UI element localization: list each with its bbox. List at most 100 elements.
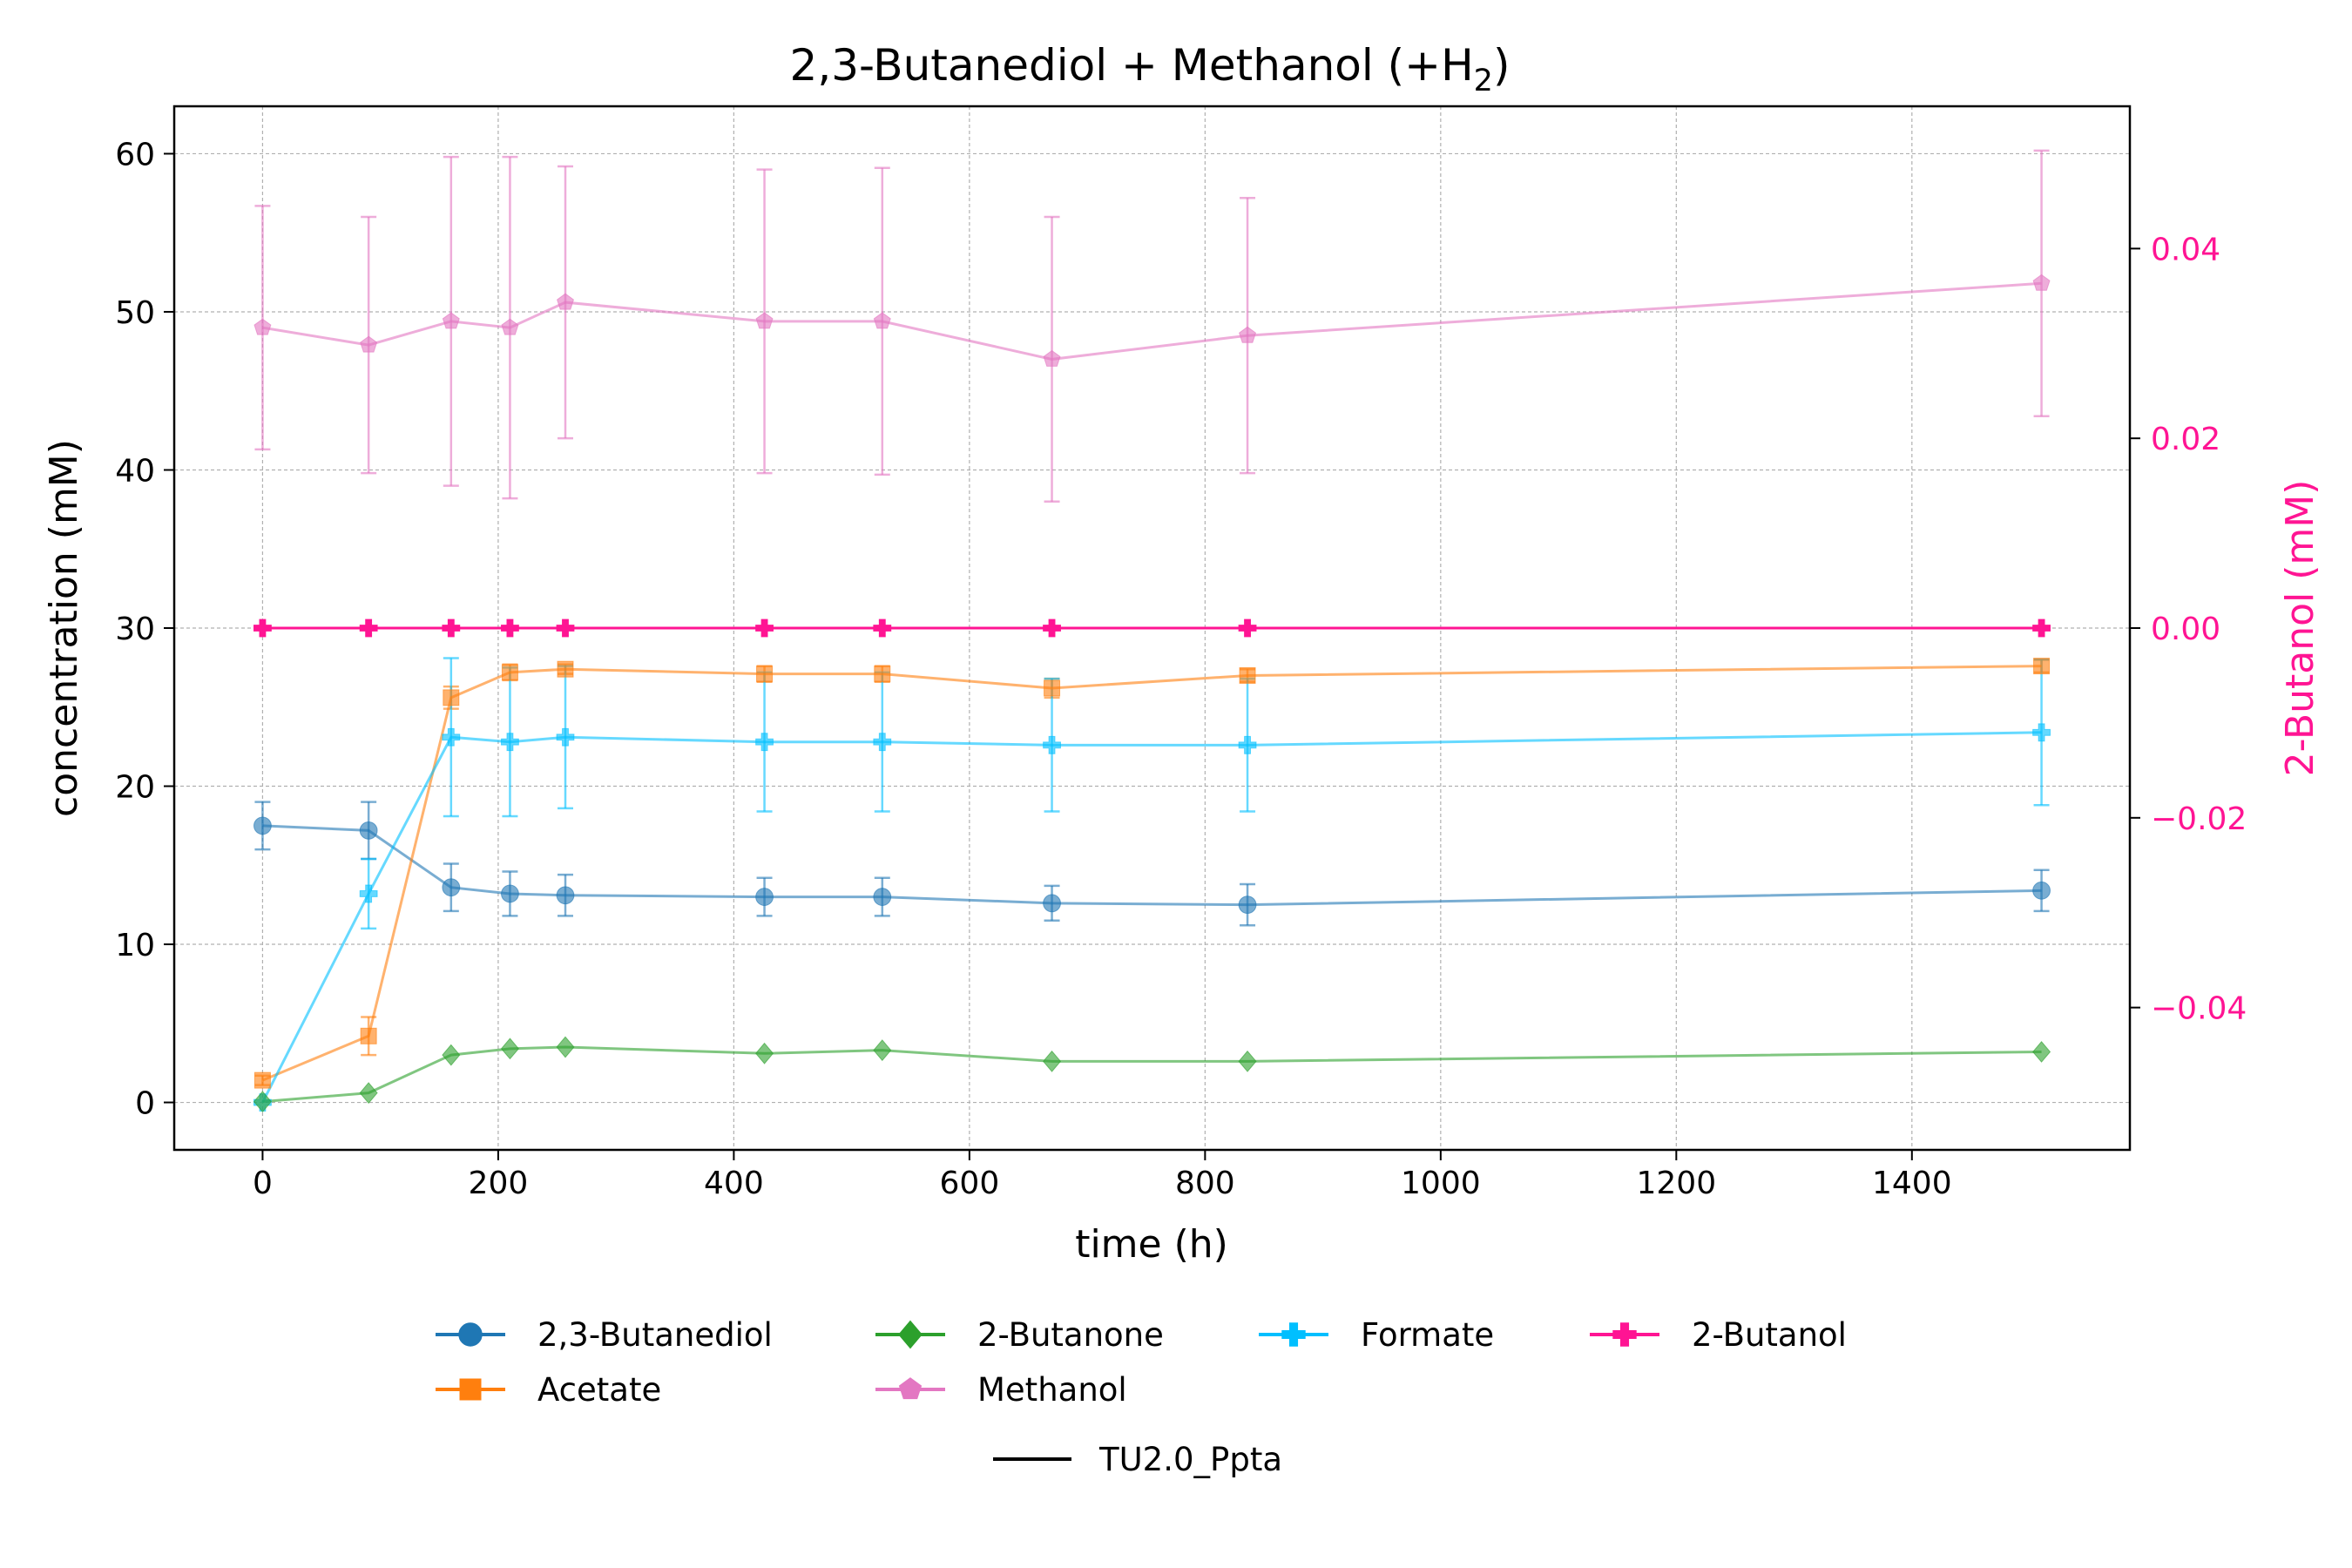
2-butanone-point [1238,1050,1257,1072]
legend-formate-marker [1281,1322,1306,1347]
2-3-butanediol-point [359,821,378,840]
y-tick-label: 30 [115,612,155,647]
methanol-point [442,312,460,329]
methanol-point [1239,326,1257,343]
2-3-butanediol-point [755,888,774,906]
2-butanone-point [500,1037,519,1060]
acetate-point [557,660,574,678]
formate-point [1238,735,1257,754]
acetate-point [360,1027,377,1044]
x-tick-label: 1200 [1637,1166,1717,1201]
legend-2-butanol-marker [1612,1322,1637,1347]
legend-2-butanol-label: 2-Butanol [1692,1316,1847,1354]
acetate-point [756,666,774,683]
2-butanol-point [359,618,378,638]
chart-title-subscript: 2 [1474,64,1493,98]
y-axis-ticks: 0 10 20 30 40 50 60 [115,137,174,1122]
legend-formate-label: Formate [1361,1316,1494,1354]
methanol-point [501,318,519,335]
2-butanol-point [1238,618,1257,638]
formate-line [261,731,2042,1104]
formate-point [501,733,519,752]
legend-2-3-butanediol-label: 2,3-Butanediol [537,1316,773,1354]
legend-acetate-marker [459,1378,482,1401]
y2-tick-label: 0.02 [2151,422,2220,457]
x-axis-label: time (h) [1075,1222,1228,1267]
y2-tick-label: −0.02 [2151,801,2247,837]
2-butanol-point [873,618,892,638]
2-butanol-point [755,618,774,638]
legend-methanol-marker [898,1377,923,1400]
formate-point [1043,735,1061,754]
acetate-point [1239,666,1256,684]
2-butanol-point [556,618,575,638]
2-butanone-point [873,1039,892,1062]
x-tick-label: 0 [253,1166,273,1201]
formate-point [359,884,378,903]
methanol-point [556,293,575,310]
chart-title: 2,3-Butanediol + Methanol (+H2) [790,40,1511,98]
2-butanol-point [442,618,461,638]
2-butanone-point [2032,1040,2051,1063]
2-butanone-point [1042,1050,1062,1072]
methanol-point [2032,274,2051,291]
legend: 2,3-Butanediol Acetate 2-Butanone Methanol F… [436,1316,1847,1478]
acetate-point [501,664,518,681]
acetate-point [253,1071,271,1089]
2-3-butanediol-point [556,886,575,905]
y-tick-label: 50 [115,295,155,331]
y2-axis-ticks: −0.04 −0.02 0.00 0.02 0.04 [2130,232,2247,1027]
x-tick-label: 800 [1175,1166,1235,1201]
2-butanone-point [556,1036,575,1058]
formate-point [442,727,461,747]
2-butanol-point [501,618,519,638]
legend-2-butanone-marker [898,1320,923,1349]
series-lines [261,281,2042,1104]
x-tick-label: 600 [940,1166,1000,1201]
2-3-butanediol-point [873,888,892,906]
acetate-point [2033,658,2051,675]
2-3-butanediol-point [253,816,272,835]
y-tick-label: 20 [115,770,155,806]
y2-tick-label: 0.04 [2151,232,2220,267]
series-markers [253,274,2051,1113]
methanol-line [262,281,2042,361]
chart-title-suffix: ) [1493,40,1511,91]
2-3-butanediol-point [442,878,461,897]
legend-2-3-butanediol-marker [458,1322,483,1347]
formate-point [2032,723,2051,742]
y-tick-label: 10 [115,928,155,963]
2-3-butanediol-point [2032,881,2051,900]
error-bars [254,149,2050,1086]
x-tick-label: 400 [704,1166,764,1201]
x-axis-ticks: 0 200 400 600 800 1000 1200 1400 [253,1150,1952,1201]
methanol-point [755,312,774,329]
2-butanone-point [755,1042,774,1064]
y-tick-label: 60 [115,137,155,172]
acetate-point [1044,679,1061,697]
formate-point [873,733,892,752]
2-butanone-line [262,1045,2042,1104]
2-butanone-point [253,1091,272,1113]
legend-2-butanone-label: 2-Butanone [977,1316,1164,1354]
2-3-butanediol-point [1238,896,1257,915]
2-butanol-point [1043,618,1061,638]
x-tick-label: 200 [469,1166,529,1201]
2-butanone-point [359,1082,378,1105]
y2-tick-label: −0.04 [2151,991,2247,1027]
2-3-butanediol-point [501,884,519,903]
acetate-point [443,689,460,706]
y-tick-label: 0 [135,1086,155,1122]
2-3-butanediol-point [1043,894,1061,913]
y-tick-label: 40 [115,453,155,489]
legend-acetate-label: Acetate [537,1371,661,1409]
methanol-point [1043,349,1061,367]
methanol-point [873,312,891,329]
y-axis-label: concentration (mM) [42,439,86,817]
x-tick-label: 1000 [1401,1166,1481,1201]
methanol-point [253,318,272,335]
2-butanone-point [442,1044,461,1066]
2-butanol-point [2032,618,2051,638]
acetate-line [261,665,2042,1082]
